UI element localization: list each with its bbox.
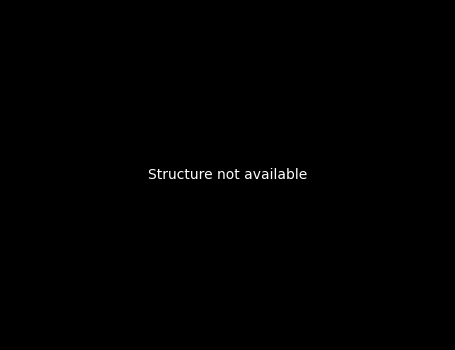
Text: Structure not available: Structure not available (148, 168, 307, 182)
